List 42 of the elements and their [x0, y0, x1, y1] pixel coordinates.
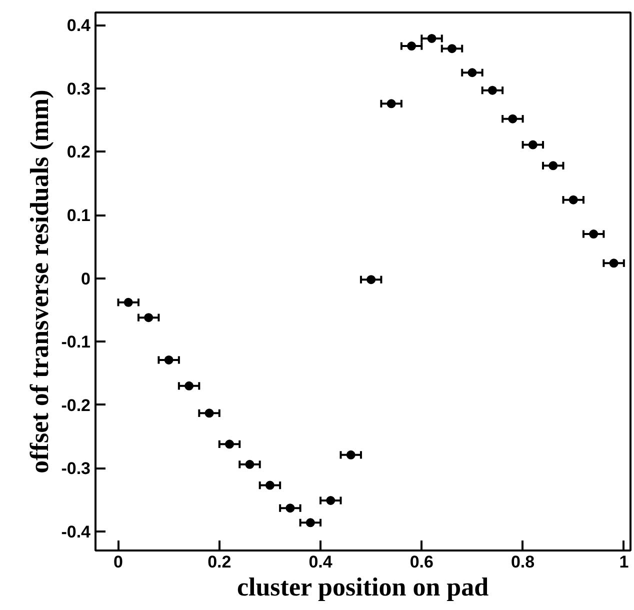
point [448, 44, 456, 54]
point [346, 450, 356, 460]
point [407, 42, 416, 51]
point [508, 114, 518, 124]
y-tick-label: 0.2 [66, 142, 91, 162]
x-tick-label: 0.6 [410, 552, 434, 572]
point [488, 86, 497, 95]
point [366, 275, 376, 284]
point [528, 140, 538, 150]
point [225, 440, 234, 449]
x-axis-title: cluster position on pad [236, 572, 490, 602]
point [245, 460, 254, 469]
y-tick-label: 0 [81, 269, 91, 288]
y-tick-label: -0.2 [61, 396, 91, 415]
x-tick-label: 0.2 [208, 552, 232, 572]
point [144, 313, 154, 322]
y-tick-label: 0.1 [66, 206, 91, 226]
point [306, 518, 315, 528]
point [124, 298, 133, 307]
point [184, 381, 194, 390]
point [204, 408, 214, 418]
point [326, 496, 336, 505]
y-tick-label: -0.1 [61, 332, 91, 352]
y-tick-label: -0.4 [61, 522, 92, 542]
point [468, 68, 477, 78]
point [427, 34, 436, 43]
point [265, 480, 274, 490]
point [609, 258, 618, 268]
y-tick-label: 0.4 [66, 16, 92, 36]
y-tick-label: -0.3 [61, 459, 91, 478]
y-tick-label: 0.3 [66, 79, 91, 98]
point [548, 161, 558, 170]
point [589, 230, 598, 239]
point [286, 504, 295, 513]
point [568, 195, 578, 204]
x-tick-label: 0 [114, 552, 123, 572]
point [164, 355, 174, 364]
y-axis-title: offset of transverse residuals (mm) [25, 90, 54, 474]
x-tick-label: 0.4 [308, 552, 333, 572]
x-tick-label: 0.8 [510, 552, 535, 572]
x-tick-label: 1 [619, 552, 629, 572]
point [386, 99, 396, 108]
